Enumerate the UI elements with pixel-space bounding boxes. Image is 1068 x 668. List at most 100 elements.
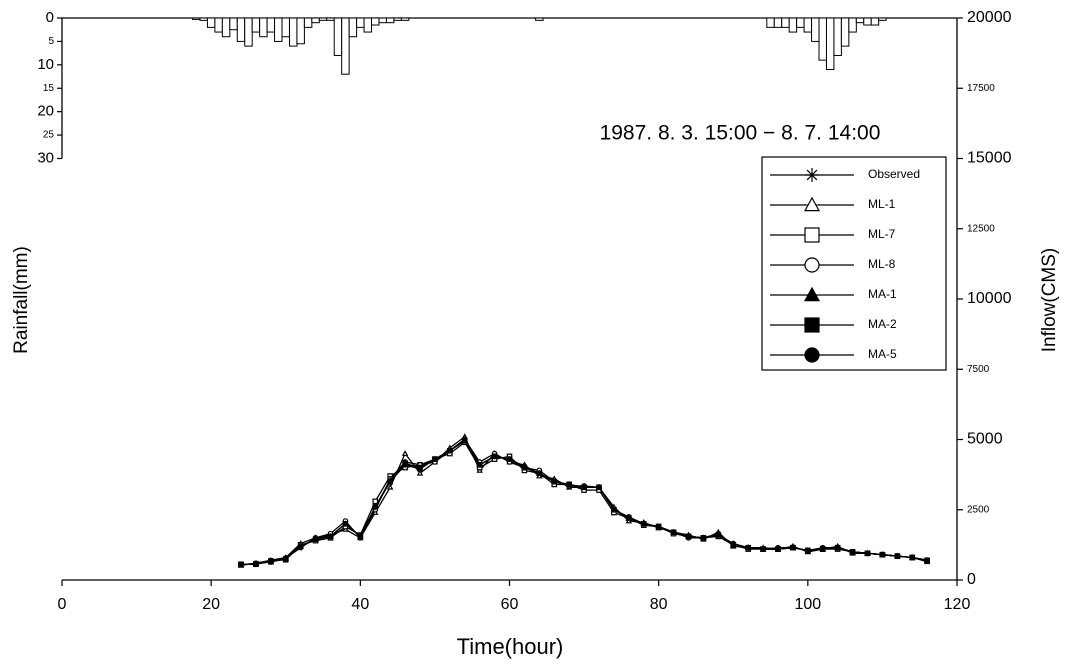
y-tick-label: 10: [37, 56, 54, 73]
rain-bar: [288, 17, 298, 47]
x-axis-label: Time(hour): [457, 634, 564, 659]
marker: [357, 533, 364, 540]
rain-bar: [378, 17, 387, 24]
rain-bar: [781, 17, 790, 28]
rain-bar: [788, 17, 798, 33]
x-tick-label: 0: [58, 596, 67, 613]
rain-bar: [811, 17, 820, 42]
marker: [327, 533, 334, 540]
annotation: 1987. 8. 3. 15:00 − 8. 7. 14:00: [600, 122, 881, 145]
marker: [760, 546, 766, 552]
rain-bar: [318, 17, 328, 21]
legend-label: MA-5: [868, 347, 897, 361]
marker: [804, 317, 820, 333]
rain-bar: [206, 17, 216, 28]
marker: [745, 544, 751, 551]
marker: [685, 533, 692, 540]
marker: [491, 453, 498, 460]
marker: [819, 546, 826, 552]
y2-tick-label: 17500: [967, 83, 995, 94]
rain-bar: [773, 17, 783, 28]
marker: [253, 560, 259, 567]
marker: [372, 504, 379, 510]
marker: [849, 549, 856, 555]
legend: Observed ML-1 ML-7 ML-8 MA-1 MA-2 MA-5: [761, 156, 947, 371]
rain-bar: [281, 17, 290, 38]
marker: [924, 557, 930, 564]
x-tick-label: 80: [650, 596, 668, 613]
marker: [670, 529, 677, 536]
rain-bar: [274, 17, 283, 42]
marker: [476, 461, 483, 468]
marker: [655, 523, 662, 530]
marker: [268, 558, 274, 565]
left-axis-label: Rainfall(mm): [11, 246, 32, 354]
rain-bar: [535, 17, 544, 21]
marker: [342, 520, 349, 527]
marker: [775, 546, 781, 552]
marker: [804, 257, 820, 273]
y-tick-label: 20: [37, 103, 54, 120]
rain-bar: [870, 17, 880, 26]
marker: [447, 447, 453, 454]
legend-label: Observed: [868, 167, 920, 181]
rain-bar: [221, 17, 231, 38]
rain-bar: [303, 17, 313, 28]
rain-bar: [333, 17, 343, 56]
legend-label: MA-2: [868, 317, 897, 331]
rain-bar: [251, 17, 261, 33]
rain-bar: [385, 17, 395, 24]
rain-bar: [296, 17, 305, 45]
rain-bar: [348, 17, 358, 38]
rain-bar: [363, 17, 373, 33]
marker: [432, 456, 438, 462]
marker: [551, 478, 558, 485]
marker: [282, 556, 289, 562]
marker: [401, 450, 409, 456]
rain-bar: [825, 17, 835, 71]
x-tick-label: 100: [794, 596, 821, 613]
legend-label: MA-1: [868, 287, 897, 301]
marker: [611, 506, 617, 513]
marker: [536, 470, 543, 477]
rain-bar: [766, 17, 775, 28]
y2-tick-label: 7500: [967, 364, 990, 375]
rain-bar: [259, 17, 268, 38]
rain-bar: [848, 17, 857, 33]
marker: [566, 481, 572, 488]
marker: [506, 456, 513, 462]
marker: [879, 551, 886, 558]
marker: [238, 561, 244, 568]
marker: [864, 550, 871, 557]
y-tick-label: 25: [43, 130, 55, 141]
rain-bar: [229, 17, 238, 31]
marker: [387, 478, 393, 485]
marker: [803, 196, 821, 212]
y-tick-label: 30: [37, 149, 54, 166]
y-tick-label: 5: [48, 36, 54, 47]
rain-bar: [236, 17, 246, 42]
marker: [596, 484, 602, 491]
rain-bar: [311, 17, 320, 24]
marker: [805, 168, 819, 182]
y2-tick-label: 10000: [967, 290, 1012, 307]
marker: [416, 469, 424, 476]
rain-bar: [371, 17, 380, 26]
rain-bar: [803, 17, 813, 33]
marker: [386, 483, 394, 490]
rain-bar: [818, 17, 827, 61]
marker: [417, 464, 423, 471]
marker: [804, 347, 820, 363]
y2-tick-label: 12500: [967, 223, 995, 234]
rain-bar: [855, 17, 865, 24]
rain-bar: [326, 17, 335, 21]
rain-bar: [878, 17, 887, 21]
rain-bar: [400, 17, 410, 21]
legend-label: ML-8: [868, 257, 896, 271]
x-tick-label: 60: [501, 596, 519, 613]
marker: [581, 484, 587, 491]
x-tick-label: 20: [202, 596, 220, 613]
y2-tick-label: 15000: [967, 150, 1012, 167]
